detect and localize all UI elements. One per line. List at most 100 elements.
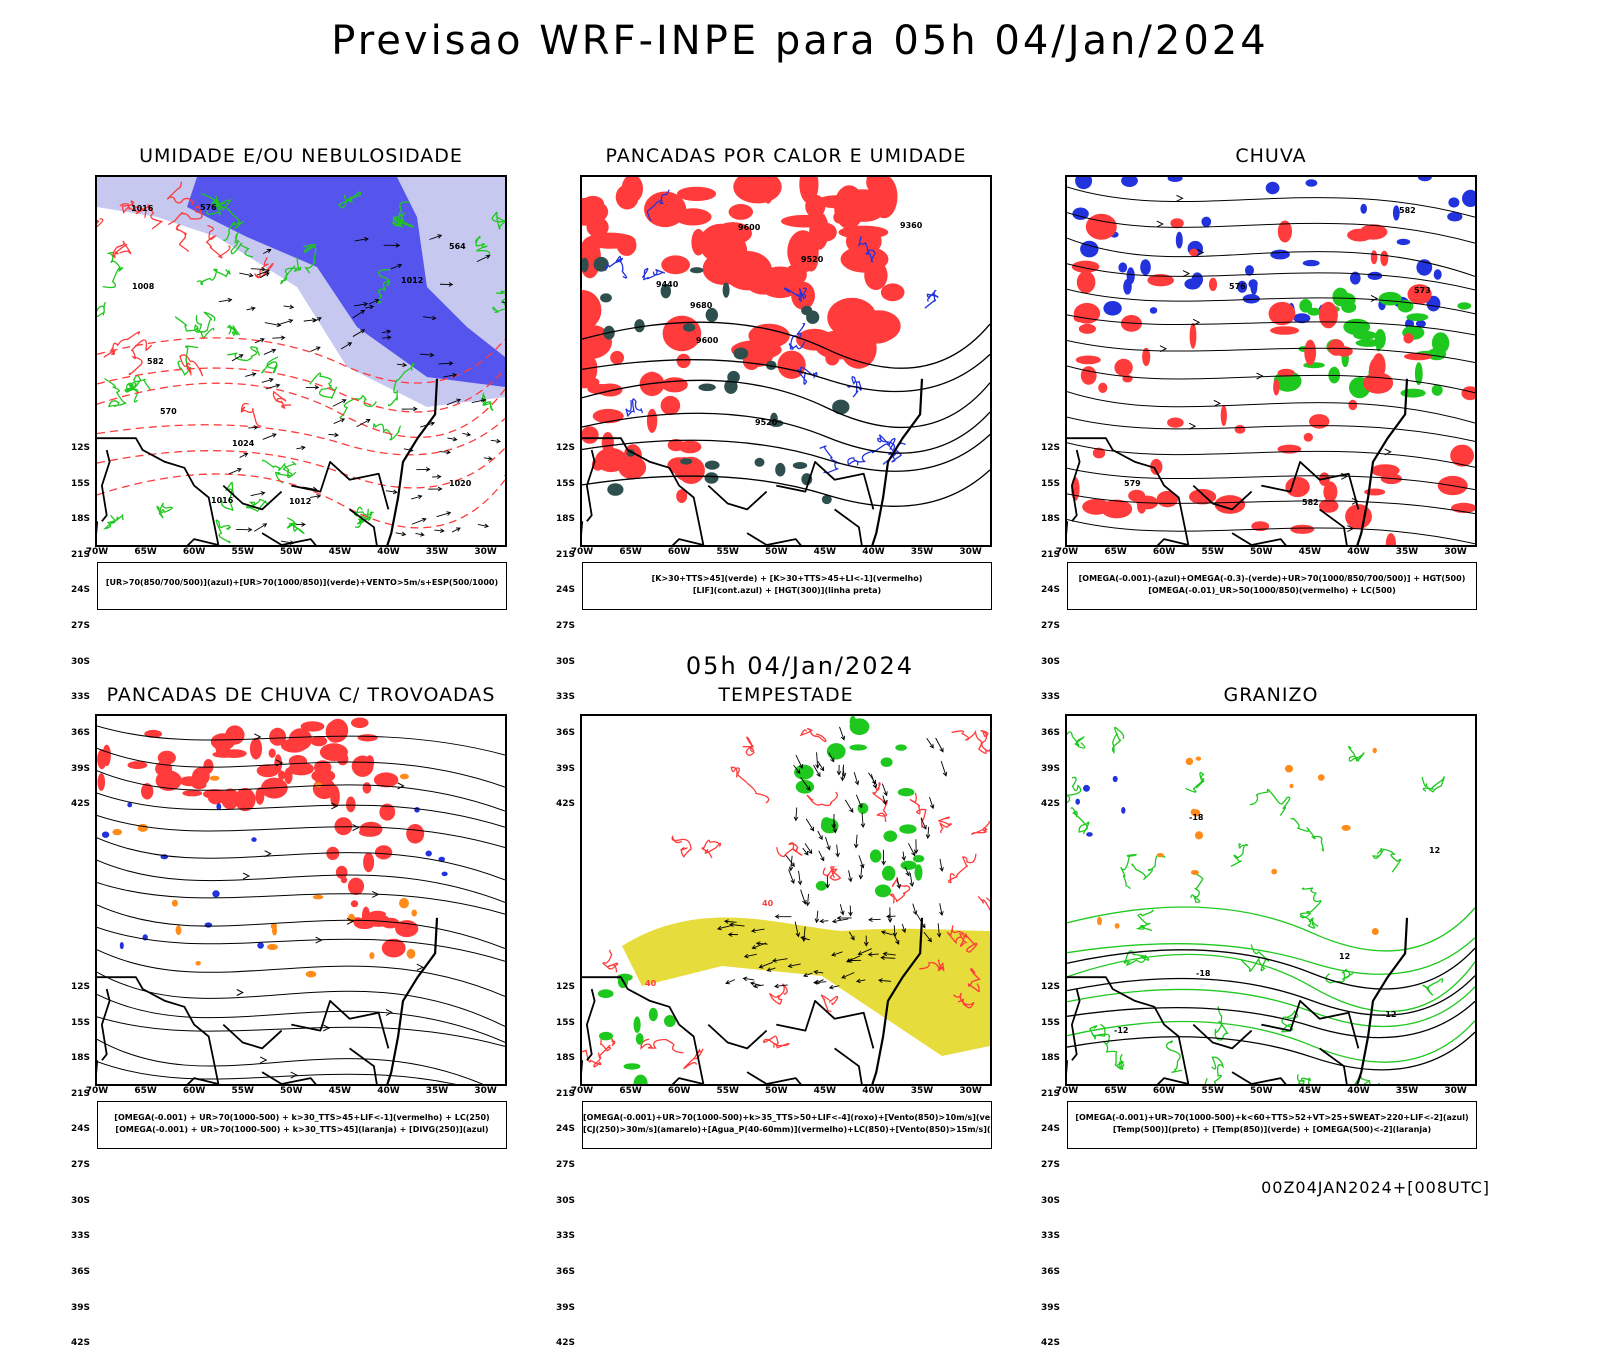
lat-tick-label: 15S — [1030, 479, 1060, 489]
rain-area — [1303, 362, 1325, 368]
contour-line — [1113, 727, 1124, 752]
contour-label: 582 — [1302, 498, 1319, 507]
wind-vector — [263, 434, 276, 440]
wind-area — [882, 866, 895, 881]
rain-area — [1386, 533, 1396, 545]
lat-tick-label: 30S — [60, 1196, 90, 1206]
border-line — [747, 533, 835, 545]
border-line — [1232, 1072, 1320, 1084]
rain-area — [1189, 249, 1198, 257]
contour-line — [103, 252, 123, 287]
rain-area — [1128, 490, 1145, 502]
contour-label: 40 — [645, 979, 657, 988]
contour-line — [1186, 773, 1204, 792]
lat-tick-label: 27S — [545, 621, 575, 631]
contour-line — [702, 840, 721, 858]
contour-label: 40 — [762, 899, 774, 908]
wind-vector — [284, 305, 294, 309]
convection-area — [705, 472, 719, 483]
storm-area — [348, 878, 364, 895]
contour-line — [1121, 854, 1137, 888]
wind-area — [816, 881, 827, 891]
lon-tick-label: 40W — [368, 547, 408, 557]
contour-line — [97, 419, 505, 455]
convection-area — [734, 348, 749, 360]
lat-tick-label: 15S — [1030, 1018, 1060, 1028]
contour-label: 582 — [147, 357, 164, 366]
storm-area — [281, 739, 307, 753]
contour-line — [1138, 910, 1153, 930]
lon-tick-label: 40W — [853, 547, 893, 557]
storm-area — [255, 787, 264, 805]
rain-area — [1190, 323, 1197, 349]
storm-area — [351, 900, 358, 907]
lon-tick-label: 60W — [659, 1086, 699, 1096]
storm-area — [250, 738, 262, 760]
rain-area — [1118, 262, 1127, 272]
lon-tick-label: 60W — [174, 547, 214, 557]
contour-line — [263, 460, 296, 477]
wind-area — [895, 744, 907, 750]
panel-title: GRANIZO — [1065, 684, 1477, 706]
border-line — [611, 1078, 703, 1084]
contour-line — [1067, 907, 1475, 951]
convection-area — [817, 195, 856, 208]
convection-area — [598, 384, 623, 397]
lon-tick-label: 40W — [1338, 547, 1378, 557]
wind-vector — [868, 773, 875, 784]
border-line — [708, 486, 766, 510]
contour-line — [642, 269, 664, 280]
lon-tick-label: 65W — [611, 1086, 651, 1096]
lat-tick-label: 42S — [545, 1338, 575, 1348]
wind-vector — [304, 318, 316, 322]
wind-vector — [264, 349, 276, 354]
contour-line — [823, 867, 840, 880]
storm-area — [399, 898, 409, 908]
contour-line — [938, 817, 951, 833]
wind-vector — [251, 267, 265, 271]
streamline — [97, 860, 505, 902]
wind-vector — [849, 906, 853, 916]
contour-line — [1300, 913, 1318, 928]
border-line — [1320, 509, 1349, 545]
contour-label: 579 — [1124, 479, 1141, 488]
wind-vector — [794, 808, 798, 821]
convection-area — [677, 354, 691, 368]
storm-area — [414, 807, 420, 813]
storm-area — [375, 845, 392, 859]
convection-area — [775, 463, 785, 477]
storm-area — [217, 734, 231, 753]
convection-area — [677, 187, 716, 201]
border-line — [747, 1072, 835, 1084]
rain-area — [1347, 229, 1372, 242]
hail-area — [1157, 853, 1164, 857]
wind-vector — [265, 323, 281, 327]
storm-area — [203, 759, 213, 774]
legend-line: [CJ(250)>30m/s](amarelo)+[Agua_P(40-60mm… — [583, 1124, 991, 1136]
stream-arrow — [1177, 195, 1183, 201]
lon-tick-label: 55W — [708, 1086, 748, 1096]
convection-area — [781, 215, 828, 228]
wind-vector — [803, 848, 808, 855]
wind-vector — [798, 871, 802, 885]
contour-line — [97, 214, 103, 230]
contour-line — [97, 303, 106, 318]
contour-line — [197, 269, 230, 284]
lat-tick-label: 18S — [1030, 514, 1060, 524]
storm-area — [335, 817, 353, 835]
border-line — [1232, 533, 1320, 545]
hail-area — [1372, 928, 1379, 935]
lon-tick-label: 70W — [562, 1086, 602, 1096]
storm-area — [127, 802, 132, 807]
lon-tick-label: 30W — [1436, 1086, 1476, 1096]
lat-tick-label: 27S — [60, 621, 90, 631]
storm-area — [341, 877, 347, 884]
contour-line — [1132, 855, 1165, 880]
wind-vector — [251, 492, 265, 496]
storm-area — [336, 866, 348, 879]
storm-area — [138, 824, 148, 832]
wind-area — [850, 744, 867, 750]
lon-tick-label: 45W — [805, 547, 845, 557]
